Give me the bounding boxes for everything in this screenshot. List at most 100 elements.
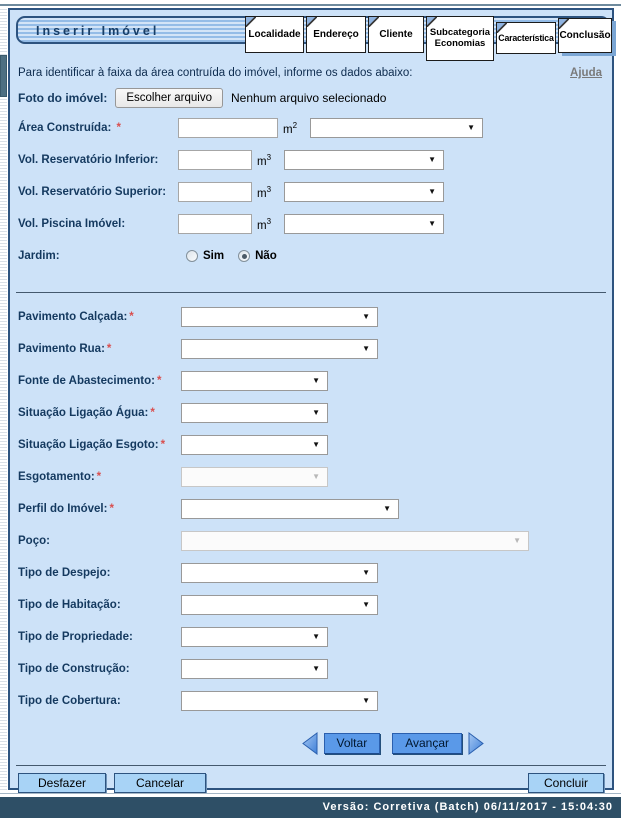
- dropdown-arrow-icon: ▼: [428, 155, 437, 164]
- area-construida-select[interactable]: ▼: [310, 118, 484, 138]
- bottom-rule: [0, 793, 621, 794]
- dropdown-arrow-icon: ▼: [362, 344, 370, 353]
- left-scroll-thumb[interactable]: [0, 55, 7, 97]
- tab-fold-icon: [246, 17, 256, 27]
- jardim-sim-label: Sim: [203, 250, 225, 262]
- pavimento-rua-select[interactable]: ▼: [181, 339, 378, 359]
- tab-endereco[interactable]: Endereço: [306, 16, 366, 53]
- tab-fold-icon: [307, 17, 317, 27]
- dropdown-arrow-icon: ▼: [312, 664, 320, 673]
- tab-fold-icon: [427, 17, 437, 27]
- choose-file-button[interactable]: Escolher arquivo: [115, 88, 223, 108]
- form-row-tipo-construcao: Tipo de Construção: ▼: [10, 653, 612, 685]
- cancel-button[interactable]: Cancelar: [114, 773, 206, 793]
- tipo-cobertura-select[interactable]: ▼: [181, 691, 378, 711]
- form-row-vol-reservatorio-inferior: Vol. Reservatório Inferior: m3 ▼: [10, 144, 612, 176]
- main-panel: Inserir Imóvel Localidade Endereço Clien…: [8, 8, 614, 793]
- file-status-text: Nenhum arquivo selecionado: [230, 91, 387, 105]
- form-row-tipo-habitacao: Tipo de Habitação: ▼: [10, 589, 612, 621]
- version-text: Versão: Corretiva (Batch) 06/11/2017 - 1…: [322, 801, 613, 813]
- section-divider: [16, 292, 606, 293]
- jardim-sim-radio[interactable]: [186, 250, 198, 262]
- field-label: Fonte de Abastecimento:: [18, 375, 155, 387]
- required-marker: *: [96, 471, 102, 483]
- form-row-area-construida: Área Construída: * m2 ▼: [10, 112, 612, 144]
- vol-reservatorio-superior-select[interactable]: ▼: [284, 182, 445, 202]
- form-row-situacao-ligacao-esgoto: Situação Ligação Esgoto: * ▼: [10, 429, 612, 461]
- area-construida-input[interactable]: [178, 118, 278, 138]
- tab-label: Subcategoria Economias: [429, 27, 491, 49]
- field-label: Vol. Reservatório Superior:: [18, 186, 167, 198]
- tipo-construcao-select[interactable]: ▼: [181, 659, 328, 679]
- situacao-ligacao-agua-select[interactable]: ▼: [181, 403, 328, 423]
- field-label: Vol. Piscina Imóvel:: [18, 218, 126, 230]
- previous-arrow-icon[interactable]: [301, 731, 318, 755]
- tipo-habitacao-select[interactable]: ▼: [181, 595, 378, 615]
- tipo-propriedade-select[interactable]: ▼: [181, 627, 328, 647]
- left-scroll-track[interactable]: [0, 7, 7, 790]
- dropdown-arrow-icon: ▼: [312, 440, 320, 449]
- footer-divider: [16, 765, 606, 766]
- dropdown-arrow-icon: ▼: [362, 696, 370, 705]
- field-label: Tipo de Despejo:: [18, 567, 111, 579]
- tab-label: Localidade: [248, 29, 301, 40]
- field-label: Jardim:: [18, 250, 60, 262]
- forward-button[interactable]: Avançar: [392, 732, 462, 754]
- form-row-perfil-imovel: Perfil do Imóvel: * ▼: [10, 493, 612, 525]
- field-label: Perfil do Imóvel:: [18, 503, 108, 515]
- tab-caracteristica[interactable]: Característica: [496, 22, 556, 54]
- dropdown-arrow-icon: ▼: [362, 600, 370, 609]
- tab-subcategoria-economias[interactable]: Subcategoria Economias: [426, 16, 494, 61]
- vol-piscina-input[interactable]: [178, 214, 252, 234]
- field-label: Pavimento Rua:: [18, 343, 105, 355]
- tipo-despejo-select[interactable]: ▼: [181, 563, 378, 583]
- tab-cliente[interactable]: Cliente: [368, 16, 424, 53]
- tab-conclusao[interactable]: Conclusão: [558, 18, 612, 53]
- vol-reservatorio-inferior-input[interactable]: [178, 150, 252, 170]
- photo-label: Foto do imóvel:: [18, 91, 108, 105]
- version-status-bar: Versão: Corretiva (Batch) 06/11/2017 - 1…: [0, 797, 621, 818]
- dropdown-arrow-icon: ▼: [312, 376, 320, 385]
- form-row-vol-reservatorio-superior: Vol. Reservatório Superior: m3 ▼: [10, 176, 612, 208]
- dropdown-arrow-icon: ▼: [362, 568, 370, 577]
- vol-reservatorio-inferior-select[interactable]: ▼: [284, 150, 445, 170]
- field-label: Pavimento Calçada:: [18, 311, 128, 323]
- pavimento-calcada-select[interactable]: ▼: [181, 307, 378, 327]
- perfil-imovel-select[interactable]: ▼: [181, 499, 399, 519]
- unit-label: m3: [257, 184, 272, 200]
- field-label: Situação Ligação Água:: [18, 407, 149, 419]
- situacao-ligacao-esgoto-select[interactable]: ▼: [181, 435, 328, 455]
- fonte-abastecimento-select[interactable]: ▼: [181, 371, 328, 391]
- vol-piscina-select[interactable]: ▼: [284, 214, 445, 234]
- form-row-jardim: Jardim: Sim Não: [10, 240, 612, 272]
- form-row-pavimento-rua: Pavimento Rua: * ▼: [10, 333, 612, 365]
- tab-label: Cliente: [379, 29, 413, 40]
- back-button[interactable]: Voltar: [323, 732, 381, 754]
- tab-fold-icon: [369, 17, 379, 27]
- vol-reservatorio-superior-input[interactable]: [178, 182, 252, 202]
- undo-button[interactable]: Desfazer: [18, 773, 106, 793]
- field-label: Tipo de Cobertura:: [18, 695, 121, 707]
- jardim-nao-radio[interactable]: [238, 250, 251, 262]
- form-actions: Desfazer Cancelar Concluir: [10, 768, 612, 798]
- help-link[interactable]: Ajuda: [570, 67, 602, 79]
- form-row-pavimento-calcada: Pavimento Calçada: * ▼: [10, 301, 612, 333]
- field-label: Poço:: [18, 535, 50, 547]
- dropdown-arrow-icon: ▼: [312, 408, 320, 417]
- poco-select: ▼: [181, 531, 529, 551]
- esgotamento-select: ▼: [181, 467, 328, 487]
- dropdown-arrow-icon: ▼: [467, 123, 476, 132]
- finish-button[interactable]: Concluir: [528, 773, 604, 793]
- photo-upload-row: Foto do imóvel: Escolher arquivo Nenhum …: [10, 84, 612, 112]
- form-row-tipo-despejo: Tipo de Despejo: ▼: [10, 557, 612, 589]
- required-marker: *: [106, 343, 112, 355]
- form-row-fonte-abastecimento: Fonte de Abastecimento: * ▼: [10, 365, 612, 397]
- required-marker: *: [150, 407, 155, 419]
- tab-localidade[interactable]: Localidade: [245, 16, 304, 53]
- next-arrow-icon[interactable]: [468, 731, 484, 755]
- intro-text: Para identificar à faixa da área contruí…: [18, 67, 413, 79]
- form-row-situacao-ligacao-agua: Situação Ligação Água: * ▼: [10, 397, 612, 429]
- required-marker: *: [116, 122, 121, 134]
- required-marker: *: [129, 311, 134, 323]
- form-row-tipo-propriedade: Tipo de Propriedade: ▼: [10, 621, 612, 653]
